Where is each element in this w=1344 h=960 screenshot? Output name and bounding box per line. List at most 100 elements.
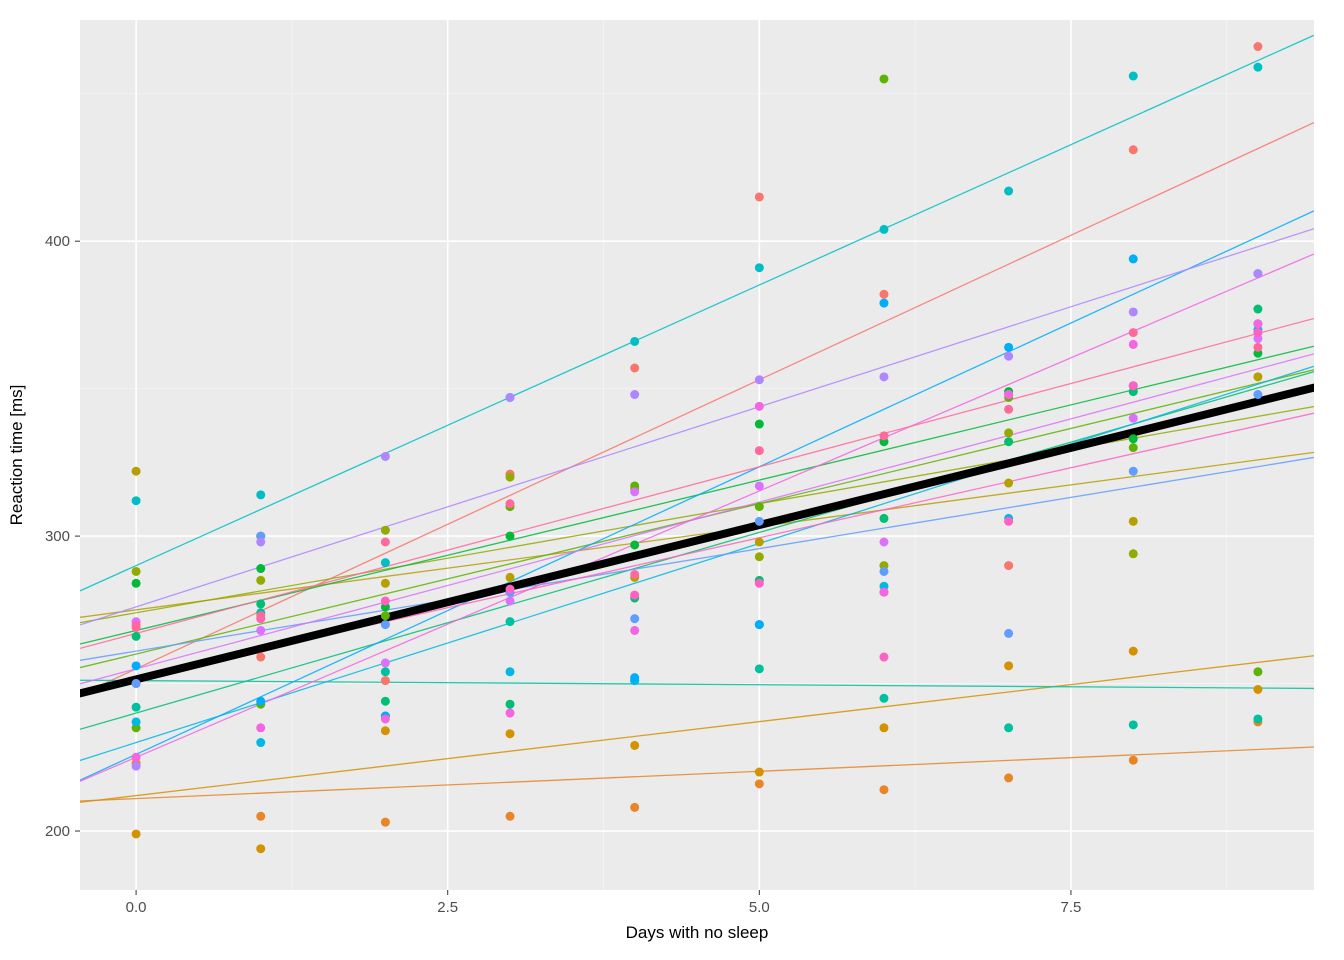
point-369 <box>506 596 515 605</box>
point-330 <box>506 573 515 582</box>
point-308 <box>630 364 639 373</box>
point-330 <box>381 579 390 588</box>
point-369 <box>879 538 888 547</box>
y-tick-label: 300 <box>45 528 70 545</box>
x-tick-label: 7.5 <box>1061 899 1082 916</box>
point-337 <box>381 558 390 567</box>
point-332 <box>1253 667 1262 676</box>
y-tick-label: 400 <box>45 233 70 250</box>
point-372 <box>506 499 515 508</box>
point-352 <box>1129 307 1138 316</box>
point-337 <box>630 337 639 346</box>
point-351 <box>630 614 639 623</box>
point-371 <box>381 596 390 605</box>
point-372 <box>630 570 639 579</box>
point-308 <box>381 676 390 685</box>
point-351 <box>879 567 888 576</box>
point-332 <box>755 502 764 511</box>
point-334 <box>1253 305 1262 314</box>
point-335 <box>506 617 515 626</box>
point-331 <box>381 526 390 535</box>
point-310 <box>1253 685 1262 694</box>
point-308 <box>755 192 764 201</box>
point-351 <box>381 620 390 629</box>
point-370 <box>755 402 764 411</box>
point-308 <box>256 653 265 662</box>
point-371 <box>1004 517 1013 526</box>
x-tick-label: 5.0 <box>749 899 770 916</box>
point-310 <box>1004 661 1013 670</box>
point-333 <box>1129 434 1138 443</box>
point-334 <box>132 632 141 641</box>
point-335 <box>381 667 390 676</box>
point-337 <box>879 225 888 234</box>
y-axis-title: Reaction time [ms] <box>7 385 26 526</box>
point-350 <box>132 661 141 670</box>
point-370 <box>1004 390 1013 399</box>
point-351 <box>1253 390 1262 399</box>
chart-svg: 0.02.55.07.5200300400Days with no sleepR… <box>0 0 1344 960</box>
point-352 <box>132 762 141 771</box>
point-308 <box>879 290 888 299</box>
point-330 <box>132 467 141 476</box>
point-350 <box>755 620 764 629</box>
point-350 <box>1004 343 1013 352</box>
point-334 <box>256 599 265 608</box>
point-349 <box>132 717 141 726</box>
point-335 <box>755 664 764 673</box>
point-371 <box>1253 328 1262 337</box>
point-309 <box>630 803 639 812</box>
point-352 <box>879 372 888 381</box>
point-309 <box>1004 773 1013 782</box>
point-309 <box>1129 756 1138 765</box>
point-310 <box>132 829 141 838</box>
point-372 <box>879 431 888 440</box>
point-332 <box>381 611 390 620</box>
point-335 <box>1004 723 1013 732</box>
point-352 <box>755 375 764 384</box>
point-372 <box>755 446 764 455</box>
point-369 <box>381 658 390 667</box>
point-370 <box>879 588 888 597</box>
point-372 <box>381 538 390 547</box>
point-335 <box>1253 714 1262 723</box>
point-352 <box>1253 269 1262 278</box>
point-310 <box>879 723 888 732</box>
point-310 <box>755 768 764 777</box>
point-331 <box>132 567 141 576</box>
point-333 <box>256 564 265 573</box>
point-351 <box>755 517 764 526</box>
point-309 <box>506 812 515 821</box>
point-334 <box>381 697 390 706</box>
point-372 <box>132 623 141 632</box>
point-372 <box>1253 343 1262 352</box>
point-372 <box>256 611 265 620</box>
point-309 <box>256 812 265 821</box>
point-308 <box>1004 561 1013 570</box>
point-335 <box>879 694 888 703</box>
point-310 <box>381 726 390 735</box>
point-330 <box>755 538 764 547</box>
point-351 <box>1004 629 1013 638</box>
point-310 <box>630 741 639 750</box>
point-371 <box>1129 381 1138 390</box>
point-335 <box>1129 720 1138 729</box>
point-333 <box>630 540 639 549</box>
point-337 <box>1253 63 1262 72</box>
point-349 <box>256 738 265 747</box>
point-369 <box>630 487 639 496</box>
point-370 <box>381 714 390 723</box>
point-331 <box>1129 549 1138 558</box>
point-334 <box>1004 437 1013 446</box>
point-330 <box>1004 479 1013 488</box>
point-309 <box>879 785 888 794</box>
point-332 <box>879 74 888 83</box>
point-352 <box>506 393 515 402</box>
point-371 <box>879 653 888 662</box>
point-371 <box>755 579 764 588</box>
point-372 <box>1129 328 1138 337</box>
point-369 <box>755 481 764 490</box>
point-310 <box>1129 647 1138 656</box>
point-349 <box>506 667 515 676</box>
point-331 <box>1004 428 1013 437</box>
